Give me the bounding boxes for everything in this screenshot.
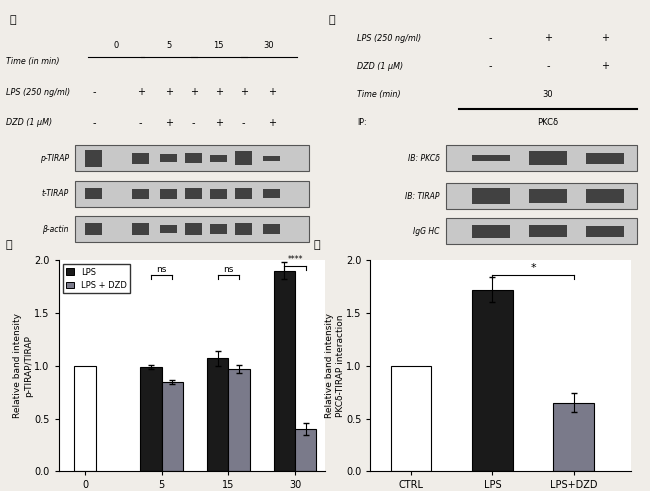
- Bar: [160, 154, 177, 162]
- Text: DZD (1 µM): DZD (1 µM): [6, 118, 53, 128]
- Text: 0: 0: [113, 41, 118, 50]
- Bar: [85, 223, 103, 235]
- Text: +: +: [544, 33, 552, 43]
- Bar: [75, 366, 96, 471]
- Bar: [185, 189, 202, 199]
- Bar: [228, 369, 250, 471]
- Text: +: +: [240, 87, 248, 97]
- Bar: [471, 225, 510, 238]
- Text: +: +: [164, 118, 173, 128]
- Bar: [85, 189, 103, 199]
- Bar: [263, 156, 280, 161]
- Text: 30: 30: [543, 90, 553, 99]
- Bar: [160, 189, 177, 199]
- Y-axis label: Relative band intensity
PKCδ-TIRAP interaction: Relative band intensity PKCδ-TIRAP inter…: [325, 313, 344, 418]
- Bar: [75, 216, 309, 242]
- Text: -: -: [546, 61, 550, 71]
- Text: Time (in min): Time (in min): [6, 57, 60, 66]
- Bar: [586, 190, 625, 203]
- Bar: [586, 226, 625, 237]
- Bar: [210, 155, 228, 162]
- Y-axis label: Relative band intensity
p-TIRAP/TIRAP: Relative band intensity p-TIRAP/TIRAP: [13, 313, 32, 418]
- Bar: [529, 151, 567, 165]
- Bar: [207, 358, 228, 471]
- Bar: [553, 403, 594, 471]
- Text: *: *: [530, 263, 536, 273]
- Text: -: -: [489, 33, 492, 43]
- Bar: [391, 366, 432, 471]
- Text: ****: ****: [287, 255, 303, 265]
- Text: +: +: [214, 87, 223, 97]
- Bar: [263, 224, 280, 234]
- Text: +: +: [601, 33, 609, 43]
- Bar: [472, 290, 513, 471]
- Bar: [235, 223, 252, 235]
- Bar: [162, 382, 183, 471]
- Text: Ⓑ: Ⓑ: [328, 15, 335, 25]
- Text: +: +: [268, 87, 276, 97]
- Text: +: +: [136, 87, 145, 97]
- Text: DZD (1 µM): DZD (1 µM): [357, 62, 403, 71]
- Text: ns: ns: [157, 265, 167, 274]
- Bar: [586, 153, 625, 164]
- Legend: LPS, LPS + DZD: LPS, LPS + DZD: [62, 264, 130, 293]
- Bar: [132, 189, 150, 198]
- Text: 5: 5: [166, 41, 172, 50]
- Text: 30: 30: [263, 41, 274, 50]
- Text: +: +: [601, 61, 609, 71]
- Bar: [446, 145, 637, 171]
- Text: IP:: IP:: [357, 118, 367, 128]
- Text: LPS (250 ng/ml): LPS (250 ng/ml): [357, 33, 421, 43]
- Text: Time (min): Time (min): [357, 90, 400, 99]
- Bar: [446, 218, 637, 245]
- Text: Ⓕ: Ⓕ: [5, 240, 12, 249]
- Bar: [132, 223, 150, 235]
- Text: -: -: [92, 87, 96, 97]
- Bar: [235, 189, 252, 199]
- Bar: [263, 189, 280, 198]
- Text: LPS (250 ng/ml): LPS (250 ng/ml): [6, 88, 71, 97]
- Text: t-TIRAP: t-TIRAP: [42, 189, 69, 198]
- Bar: [446, 183, 637, 209]
- Text: +: +: [190, 87, 198, 97]
- Text: Ⓖ: Ⓖ: [313, 240, 320, 249]
- Bar: [185, 154, 202, 163]
- Text: IB: PKCδ: IB: PKCδ: [408, 154, 439, 163]
- Text: -: -: [489, 61, 492, 71]
- Bar: [274, 271, 295, 471]
- Text: 15: 15: [213, 41, 224, 50]
- Text: Ⓐ: Ⓐ: [10, 15, 16, 25]
- Bar: [75, 145, 309, 171]
- Text: +: +: [164, 87, 173, 97]
- Text: IB: TIRAP: IB: TIRAP: [405, 191, 439, 200]
- Bar: [529, 189, 567, 203]
- Bar: [210, 224, 228, 234]
- Bar: [471, 155, 510, 162]
- Text: β-actin: β-actin: [42, 224, 69, 234]
- Text: -: -: [192, 118, 196, 128]
- Bar: [185, 223, 202, 235]
- Text: ns: ns: [223, 265, 233, 274]
- Text: +: +: [214, 118, 223, 128]
- Bar: [132, 153, 150, 164]
- Text: -: -: [92, 118, 96, 128]
- Bar: [235, 151, 252, 165]
- Text: +: +: [268, 118, 276, 128]
- Bar: [160, 224, 177, 233]
- Bar: [140, 367, 162, 471]
- Bar: [471, 189, 510, 204]
- Text: p-TIRAP: p-TIRAP: [40, 154, 69, 163]
- Text: PKCδ: PKCδ: [538, 118, 558, 128]
- Bar: [295, 429, 317, 471]
- Text: -: -: [139, 118, 142, 128]
- Bar: [529, 225, 567, 238]
- Text: IgG HC: IgG HC: [413, 227, 439, 236]
- Bar: [75, 181, 309, 207]
- Bar: [210, 189, 228, 198]
- Text: -: -: [242, 118, 245, 128]
- Bar: [85, 150, 103, 166]
